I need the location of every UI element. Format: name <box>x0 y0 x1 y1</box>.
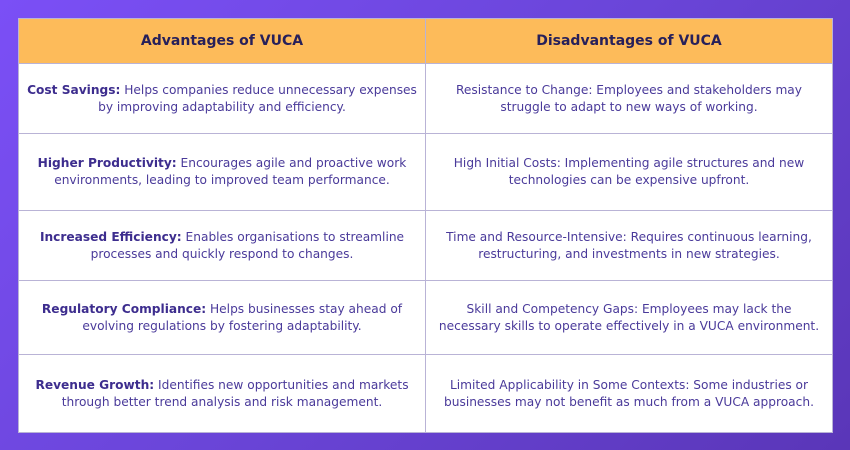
advantage-cell: Regulatory Compliance: Helps businesses … <box>18 280 426 355</box>
table-row: Increased Efficiency: Enables organisati… <box>18 210 833 281</box>
advantage-title: Increased Efficiency: <box>39 229 182 244</box>
advantage-text: Enables organisations to streamline proc… <box>90 229 405 261</box>
advantage-text: Identifies new opportunities and markets… <box>61 377 409 409</box>
advantage-text: Helps companies reduce unnecessary expen… <box>98 82 417 114</box>
advantage-text: Helps businesses stay ahead of evolving … <box>82 301 403 333</box>
table-row: Regulatory Compliance: Helps businesses … <box>18 280 833 355</box>
table-row: Revenue Growth: Identifies new opportuni… <box>18 354 833 433</box>
advantages-header: Advantages of VUCA <box>18 18 426 64</box>
vuca-comparison-table: Advantages of VUCA Disadvantages of VUCA… <box>18 18 833 433</box>
disadvantage-cell: Skill and Competency Gaps: Employees may… <box>425 280 833 355</box>
advantage-cell: Higher Productivity: Encourages agile an… <box>18 133 426 211</box>
advantage-title: Higher Productivity: <box>37 156 177 170</box>
advantage-cell: Increased Efficiency: Enables organisati… <box>18 210 426 281</box>
header-row: Advantages of VUCA Disadvantages of VUCA <box>18 18 833 64</box>
disadvantage-cell: High Initial Costs: Implementing agile s… <box>425 133 833 211</box>
advantage-title: Cost Savings: <box>27 82 121 97</box>
disadvantage-cell: Time and Resource-Intensive: Requires co… <box>425 210 833 281</box>
advantage-text: Encourages agile and proactive work envi… <box>54 156 407 187</box>
disadvantages-header: Disadvantages of VUCA <box>425 18 833 64</box>
advantage-cell: Cost Savings: Helps companies reduce unn… <box>18 63 426 134</box>
table-row: Cost Savings: Helps companies reduce unn… <box>18 63 833 134</box>
advantage-cell: Revenue Growth: Identifies new opportuni… <box>18 354 426 433</box>
disadvantage-cell: Resistance to Change: Employees and stak… <box>425 63 833 134</box>
table-row: Higher Productivity: Encourages agile an… <box>18 133 833 211</box>
advantage-title: Regulatory Compliance: <box>41 301 207 316</box>
disadvantage-cell: Limited Applicability in Some Contexts: … <box>425 354 833 433</box>
advantage-title: Revenue Growth: <box>35 377 155 392</box>
